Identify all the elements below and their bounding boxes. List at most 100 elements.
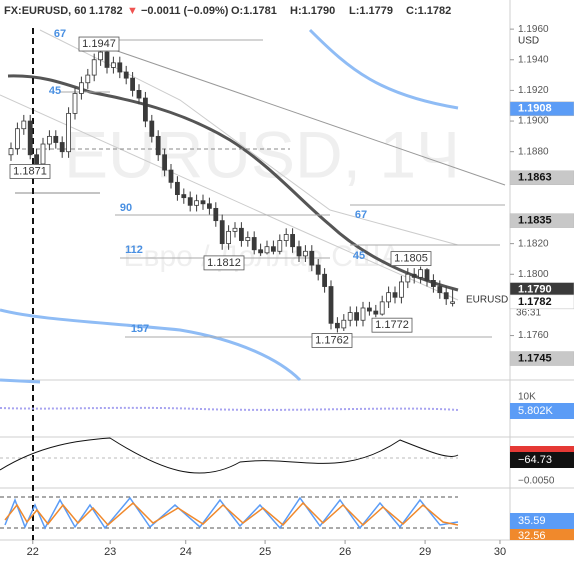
candle-body — [162, 154, 168, 171]
candle-body — [347, 312, 353, 321]
candle-body — [168, 169, 174, 183]
candle-body — [27, 120, 33, 156]
y-tick-label: 1.1800 — [518, 269, 549, 280]
annotation-box — [203, 255, 245, 271]
candle-body — [123, 71, 129, 79]
level-label: 67 — [355, 209, 367, 221]
candle-body — [53, 135, 59, 143]
price-badge-label: 1.1745 — [518, 352, 552, 364]
candle-body — [91, 59, 97, 76]
candle-body — [258, 249, 264, 254]
annotation-label: 1.1805 — [394, 253, 428, 265]
candle-body — [341, 319, 347, 329]
x-tick-label: 29 — [419, 546, 431, 558]
level-label: 45 — [49, 85, 61, 97]
stochastic-value: 35.59 — [518, 515, 546, 527]
candle-body — [155, 135, 161, 156]
candle-body — [290, 234, 296, 248]
currency: USD — [518, 36, 539, 47]
candle-body — [296, 246, 302, 257]
y-tick-label: 1.1760 — [518, 330, 549, 341]
candle-body — [251, 237, 257, 251]
candle-body — [79, 82, 84, 94]
candle-body — [418, 269, 424, 278]
price-badge — [509, 294, 574, 310]
candle-body — [411, 273, 417, 278]
oscillator-value: −64.73 — [518, 454, 552, 466]
x-tick-label: 25 — [259, 546, 271, 558]
annotation-label: 1.1812 — [207, 257, 241, 269]
candle-body — [270, 246, 276, 252]
level-label: 67 — [54, 28, 66, 40]
candle-body — [226, 230, 232, 245]
oscillator-badge — [510, 452, 574, 468]
price-badge-label: 1.1835 — [518, 215, 552, 227]
x-tick-label: 23 — [104, 546, 116, 558]
symbol-title: FX:EURUSD, 60 — [4, 5, 87, 17]
price-badge — [509, 101, 574, 117]
candle-body — [142, 97, 148, 122]
candle-body — [360, 307, 366, 321]
candle-body — [245, 237, 251, 241]
candle-body — [424, 269, 430, 281]
candle-body — [328, 286, 334, 324]
candle-body — [206, 203, 212, 209]
oscillator-tick: −0.0050 — [518, 476, 555, 487]
stochastic-value: 32.56 — [518, 530, 546, 542]
volume-tick: 10K — [518, 392, 536, 403]
indicators — [0, 28, 506, 540]
band-lower — [0, 308, 302, 382]
y-tick-label: 1.1920 — [518, 85, 549, 96]
change: −0.0011 (−0.09%) — [141, 5, 229, 17]
candle-body — [315, 264, 321, 275]
candle-body — [72, 93, 78, 114]
high-value: H:1.1790 — [290, 5, 335, 17]
candle-body — [174, 181, 180, 195]
candle-body — [149, 120, 155, 137]
volume-average — [0, 406, 459, 411]
watermark-text: EURUSD, 1Ч — [64, 117, 460, 191]
volume-value: 5.802K — [518, 405, 554, 417]
candle-body — [322, 273, 328, 287]
last-price: 1.1782 — [89, 5, 123, 17]
candle-body — [277, 240, 283, 252]
candle-body — [373, 310, 379, 315]
candle-body — [334, 322, 340, 329]
annotation-label: 1.1762 — [315, 334, 349, 346]
stochastic-badge — [510, 513, 574, 529]
oscillator-line — [0, 437, 459, 474]
band-lower — [0, 378, 41, 384]
oscillator-badge — [510, 446, 574, 456]
candle-body — [130, 77, 136, 91]
candle-body — [194, 200, 200, 206]
annotation-box — [78, 36, 120, 52]
candle-body — [392, 292, 398, 298]
candle-body — [104, 51, 110, 68]
price-badge-label: 1.1790 — [518, 284, 552, 296]
candle-body — [386, 292, 392, 303]
header-bg — [0, 0, 500, 22]
candle-body — [34, 154, 39, 165]
open-value: O:1.1781 — [231, 5, 277, 17]
band-upper — [308, 28, 459, 110]
x-tick-label: 26 — [339, 546, 351, 558]
price-badge-label: 1.1908 — [518, 103, 552, 115]
candle-body — [219, 220, 225, 245]
candle-body — [437, 286, 443, 294]
price-badge — [509, 213, 574, 228]
candle-body — [450, 301, 456, 304]
candle-body — [8, 148, 14, 156]
y-tick-label: 1.1820 — [518, 238, 549, 249]
candle-body — [59, 142, 65, 153]
trend-line — [99, 44, 506, 186]
candle-body — [430, 280, 436, 287]
candle-body — [405, 273, 411, 283]
channel-line — [39, 29, 459, 246]
candles — [8, 49, 456, 333]
candle-body — [98, 51, 103, 61]
price-badge-label: 1.1863 — [518, 172, 552, 184]
candle-body — [200, 200, 206, 205]
level-label: 157 — [131, 323, 149, 335]
annotation-label: 1.1772 — [375, 319, 409, 331]
